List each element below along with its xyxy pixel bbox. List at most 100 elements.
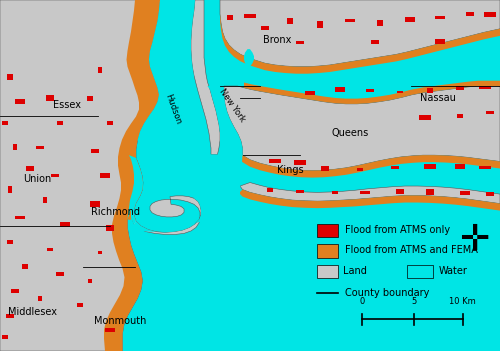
Bar	[47, 248, 53, 251]
Text: Water: Water	[438, 266, 467, 276]
Polygon shape	[128, 158, 143, 221]
Text: 10 Km: 10 Km	[449, 297, 476, 306]
Bar	[36, 146, 44, 149]
Bar	[267, 188, 273, 192]
Polygon shape	[208, 86, 242, 155]
Bar	[405, 16, 415, 22]
Bar	[318, 244, 338, 258]
Bar	[318, 224, 338, 237]
Bar	[91, 149, 99, 153]
Bar	[334, 87, 345, 92]
Text: Kings: Kings	[276, 165, 303, 175]
Polygon shape	[0, 0, 160, 351]
Bar	[12, 290, 18, 293]
Bar	[58, 120, 62, 125]
Text: 5: 5	[412, 297, 417, 306]
Bar	[435, 39, 445, 44]
Bar	[100, 173, 110, 178]
Polygon shape	[138, 0, 195, 158]
Text: County boundary: County boundary	[346, 288, 430, 298]
Bar	[15, 216, 25, 219]
Bar	[98, 67, 102, 73]
Text: New York: New York	[218, 87, 247, 124]
Bar	[344, 19, 356, 22]
Bar	[46, 95, 54, 101]
Bar	[479, 86, 491, 90]
Polygon shape	[191, 0, 220, 154]
Bar	[434, 16, 446, 19]
Bar	[56, 272, 64, 276]
Polygon shape	[131, 158, 201, 234]
Bar	[287, 18, 293, 24]
Polygon shape	[220, 0, 500, 67]
Bar	[51, 174, 59, 177]
Polygon shape	[128, 155, 143, 225]
Bar	[398, 91, 402, 93]
Bar	[392, 166, 398, 169]
Polygon shape	[240, 183, 500, 204]
Text: Flood from ATMS and FEMA: Flood from ATMS and FEMA	[346, 245, 478, 255]
Text: 0: 0	[360, 297, 364, 306]
Bar	[98, 251, 102, 254]
Text: Middlesex: Middlesex	[8, 307, 57, 317]
Polygon shape	[136, 154, 192, 172]
Bar	[296, 41, 304, 44]
Bar	[484, 12, 496, 17]
Bar	[372, 40, 378, 44]
Bar	[486, 192, 494, 196]
Text: ✛: ✛	[458, 223, 489, 257]
Polygon shape	[130, 187, 240, 232]
Polygon shape	[130, 187, 240, 232]
Bar	[456, 114, 464, 118]
Polygon shape	[239, 190, 500, 211]
Bar	[420, 115, 430, 120]
Bar	[107, 120, 113, 125]
Text: Flood from ATMS only: Flood from ATMS only	[346, 225, 451, 235]
Bar	[332, 191, 338, 194]
Bar	[105, 328, 115, 332]
Text: Queens: Queens	[332, 128, 368, 138]
Bar	[294, 159, 306, 165]
Bar	[304, 91, 316, 95]
Bar	[396, 190, 404, 194]
Bar	[406, 265, 433, 278]
Bar	[38, 296, 43, 300]
Text: Essex: Essex	[54, 100, 82, 110]
Bar	[76, 304, 84, 307]
Bar	[43, 197, 47, 203]
Bar	[26, 166, 34, 171]
Polygon shape	[220, 14, 500, 74]
Bar	[296, 190, 304, 193]
Text: Nassau: Nassau	[420, 93, 456, 103]
Bar	[480, 166, 490, 168]
Bar	[90, 201, 101, 206]
Text: Hudson: Hudson	[163, 92, 182, 125]
Bar	[455, 164, 465, 169]
Bar	[88, 279, 92, 283]
Bar	[366, 89, 374, 92]
Bar	[60, 222, 70, 227]
Bar	[8, 186, 12, 193]
Bar	[2, 121, 7, 125]
Bar	[321, 166, 329, 171]
Bar	[269, 159, 281, 163]
Text: Land: Land	[344, 266, 367, 276]
Bar	[466, 12, 474, 16]
Bar	[2, 335, 8, 339]
Bar	[424, 164, 436, 169]
Polygon shape	[161, 154, 242, 190]
Bar	[378, 20, 382, 26]
Polygon shape	[244, 49, 254, 67]
Bar	[8, 240, 12, 244]
Bar	[87, 96, 93, 101]
Text: Bronx: Bronx	[264, 35, 291, 45]
Bar	[106, 225, 114, 231]
Bar	[486, 111, 494, 114]
Bar	[262, 26, 268, 31]
Bar	[360, 191, 370, 194]
Text: Union: Union	[24, 174, 52, 184]
Bar	[13, 145, 17, 150]
Polygon shape	[244, 81, 500, 104]
Bar	[6, 74, 14, 80]
Bar	[460, 191, 470, 195]
